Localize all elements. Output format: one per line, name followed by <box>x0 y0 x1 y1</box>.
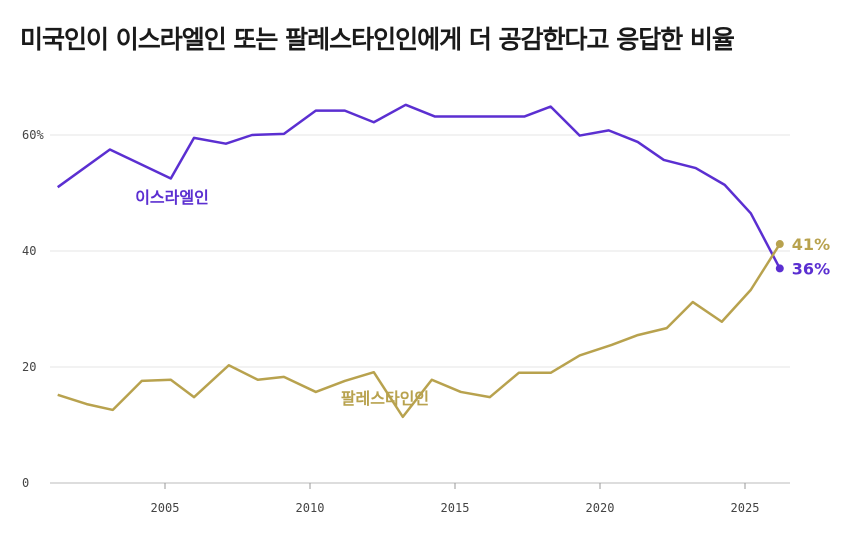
chart-title: 미국인이 이스라엘인 또는 팔레스타인인에게 더 공감한다고 응답한 비율 <box>20 25 735 54</box>
series-end-label-0: 36% <box>792 259 830 278</box>
y-tick-label: 20 <box>22 360 36 374</box>
y-tick-label: 40 <box>22 244 36 258</box>
y-tick-label: 0 <box>22 476 29 490</box>
x-tick-label: 2005 <box>151 501 180 515</box>
x-tick-label: 2015 <box>441 501 470 515</box>
series-end-point-1 <box>775 240 784 249</box>
series-name-label-1: 팔레스타인인 <box>341 389 429 408</box>
series-line-1 <box>57 243 781 419</box>
series-end-point-0 <box>775 264 784 273</box>
series-name-label-0: 이스라엘인 <box>135 188 209 207</box>
x-tick-label: 2010 <box>296 501 325 515</box>
x-tick-label: 2025 <box>731 501 760 515</box>
series-end-label-1: 41% <box>792 235 830 254</box>
series-line-0 <box>56 103 781 269</box>
y-tick-label: 60% <box>22 128 44 142</box>
x-tick-label: 2020 <box>586 501 615 515</box>
